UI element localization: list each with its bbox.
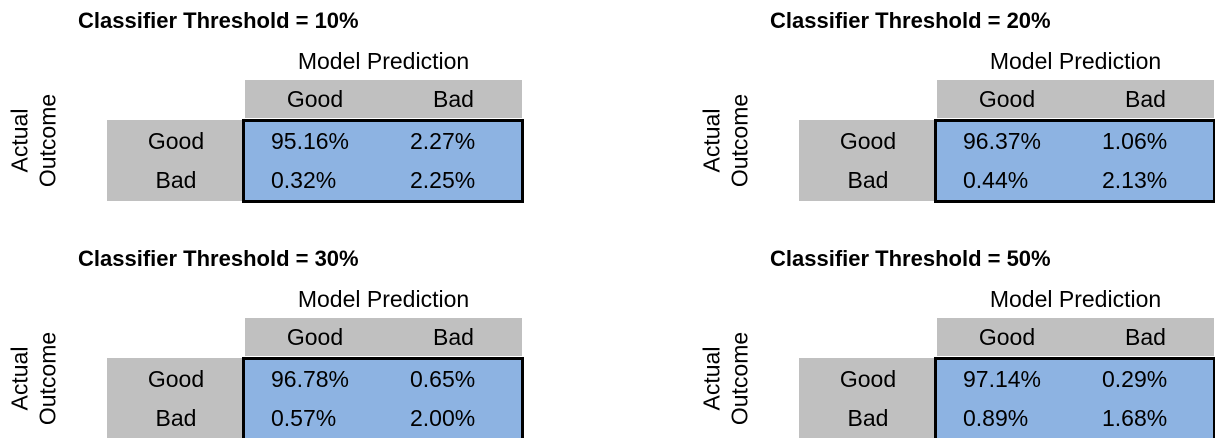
row-header: Actual	[698, 108, 725, 173]
row-label-bg	[107, 358, 245, 438]
column-header: Model Prediction	[989, 48, 1162, 74]
column-label: Bad	[433, 86, 474, 112]
row-label: Bad	[155, 167, 197, 193]
column-label: Good	[286, 324, 344, 350]
row-header: Actual	[698, 346, 725, 411]
cell-value: 95.16%	[271, 128, 350, 154]
cell-value: 0.29%	[1102, 366, 1168, 392]
cell-value: 1.68%	[1102, 405, 1168, 431]
column-label: Bad	[1125, 86, 1166, 112]
column-header: Model Prediction	[297, 286, 470, 312]
row-header: Actual	[6, 108, 33, 173]
cell-value: 1.06%	[1102, 128, 1168, 154]
column-header: Model Prediction	[989, 286, 1162, 312]
row-header: Actual	[6, 346, 33, 411]
cell-value: 96.37%	[963, 128, 1042, 154]
column-label: Bad	[1125, 324, 1166, 350]
panel-title: Classifier Threshold = 50%	[770, 246, 1051, 271]
row-label: Good	[147, 366, 205, 392]
matrix-box	[934, 119, 1215, 203]
row-label-bg	[799, 120, 937, 201]
panel-title: Classifier Threshold = 20%	[770, 8, 1051, 33]
cell-value: 2.00%	[410, 405, 476, 431]
cell-value: 0.32%	[271, 167, 337, 193]
cell-value: 97.14%	[963, 366, 1042, 392]
cell-value: 2.25%	[410, 167, 476, 193]
cell-value: 96.78%	[271, 366, 350, 392]
cell-value: 2.27%	[410, 128, 476, 154]
column-label: Good	[978, 86, 1036, 112]
matrix-box	[242, 357, 524, 438]
row-label: Bad	[847, 167, 889, 193]
matrix-box	[934, 357, 1215, 438]
cell-value: 2.13%	[1102, 167, 1168, 193]
row-header: Outcome	[726, 93, 753, 188]
cell-value: 0.65%	[410, 366, 476, 392]
column-label: Good	[978, 324, 1036, 350]
column-header: Model Prediction	[297, 48, 470, 74]
row-header: Outcome	[34, 93, 61, 188]
cell-value: 0.89%	[963, 405, 1029, 431]
header-bg	[937, 318, 1214, 356]
header-bg	[937, 80, 1214, 118]
column-label: Bad	[433, 324, 474, 350]
cell-value: 0.57%	[271, 405, 337, 431]
row-label-bg	[107, 120, 245, 201]
row-header: Outcome	[726, 331, 753, 426]
panel-title: Classifier Threshold = 10%	[78, 8, 359, 33]
matrix-box	[242, 119, 524, 203]
panel-title: Classifier Threshold = 30%	[78, 246, 359, 271]
row-label: Bad	[155, 405, 197, 431]
row-label: Bad	[847, 405, 889, 431]
row-label-bg	[799, 358, 937, 438]
column-label: Good	[286, 86, 344, 112]
row-label: Good	[147, 128, 205, 154]
header-bg	[245, 80, 522, 118]
row-label: Good	[839, 128, 897, 154]
row-header: Outcome	[34, 331, 61, 426]
row-label: Good	[839, 366, 897, 392]
header-bg	[245, 318, 522, 356]
cell-value: 0.44%	[963, 167, 1029, 193]
